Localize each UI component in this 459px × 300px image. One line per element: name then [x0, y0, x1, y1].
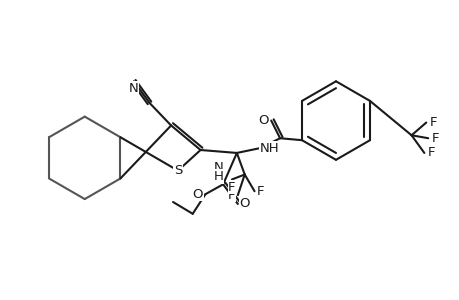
Text: F: F [228, 181, 235, 194]
Text: O: O [239, 197, 249, 211]
Text: F: F [228, 189, 235, 202]
Text: S: S [174, 164, 182, 177]
Text: O: O [257, 114, 268, 127]
Text: N: N [129, 82, 138, 95]
Text: F: F [429, 116, 436, 129]
Text: H: H [213, 170, 223, 183]
Text: N: N [213, 161, 223, 174]
Text: F: F [431, 132, 438, 145]
Text: NH: NH [259, 142, 279, 154]
Text: F: F [426, 146, 434, 159]
Text: F: F [256, 185, 263, 198]
Text: O: O [192, 188, 202, 201]
